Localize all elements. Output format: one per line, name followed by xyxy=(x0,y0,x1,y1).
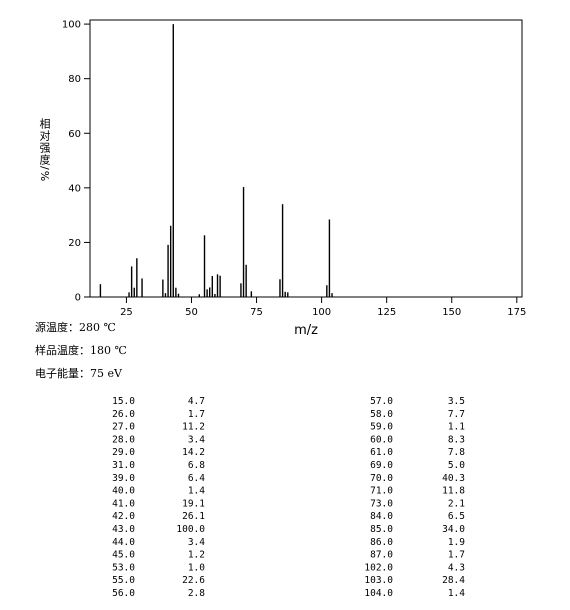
table-cell: 41.0 xyxy=(112,498,135,509)
y-tick-label: 0 xyxy=(75,293,81,304)
table-cell: 39.0 xyxy=(112,473,135,484)
table-cell: 1.7 xyxy=(188,409,205,420)
table-cell: 26.1 xyxy=(182,511,205,522)
y-tick-label: 60 xyxy=(68,129,81,140)
table-cell: 19.1 xyxy=(182,498,205,509)
y-tick-label: 80 xyxy=(68,74,81,85)
table-cell: 22.6 xyxy=(182,575,205,586)
y-tick-label: 20 xyxy=(68,238,81,249)
table-cell: 104.0 xyxy=(364,588,393,599)
condition: 样品温度：180 ℃ xyxy=(35,343,127,357)
x-tick-label: 75 xyxy=(250,307,263,318)
table-cell: 103.0 xyxy=(364,575,393,586)
table-cell: 71.0 xyxy=(370,486,393,497)
table-cell: 59.0 xyxy=(370,422,393,433)
y-tick-label: 40 xyxy=(68,183,81,194)
table-cell: 70.0 xyxy=(370,473,393,484)
y-tick-label: 100 xyxy=(62,20,81,31)
x-axis-label: m/z xyxy=(294,323,318,338)
x-tick-label: 175 xyxy=(507,307,526,318)
table-cell: 34.0 xyxy=(442,524,465,535)
x-tick-label: 50 xyxy=(185,307,198,318)
condition: 电子能量：75 eV xyxy=(35,366,123,380)
table-cell: 3.4 xyxy=(188,434,205,445)
table-cell: 3.5 xyxy=(448,396,465,407)
table-cell: 45.0 xyxy=(112,550,135,561)
table-cell: 40.0 xyxy=(112,486,135,497)
table-cell: 28.0 xyxy=(112,434,135,445)
table-cell: 85.0 xyxy=(370,524,393,535)
table-cell: 1.4 xyxy=(448,588,465,599)
table-cell: 29.0 xyxy=(112,447,135,458)
table-cell: 1.4 xyxy=(188,486,205,497)
table-cell: 15.0 xyxy=(112,396,135,407)
x-tick-label: 100 xyxy=(312,307,331,318)
table-cell: 57.0 xyxy=(370,396,393,407)
table-cell: 69.0 xyxy=(370,460,393,471)
x-tick-label: 125 xyxy=(377,307,396,318)
table-cell: 4.3 xyxy=(448,562,465,573)
table-cell: 1.0 xyxy=(188,562,205,573)
y-axis-label: 相对强度/% xyxy=(38,118,51,183)
table-cell: 6.8 xyxy=(188,460,205,471)
table-cell: 84.0 xyxy=(370,511,393,522)
table-cell: 3.4 xyxy=(188,537,205,548)
table-cell: 8.3 xyxy=(448,434,465,445)
table-cell: 1.7 xyxy=(448,550,465,561)
table-cell: 58.0 xyxy=(370,409,393,420)
x-tick-label: 150 xyxy=(442,307,461,318)
table-cell: 1.1 xyxy=(448,422,465,433)
table-cell: 2.8 xyxy=(188,588,205,599)
table-cell: 102.0 xyxy=(364,562,393,573)
table-cell: 55.0 xyxy=(112,575,135,586)
table-cell: 2.1 xyxy=(448,498,465,509)
table-cell: 7.7 xyxy=(448,409,465,420)
table-cell: 26.0 xyxy=(112,409,135,420)
condition: 源温度：280 ℃ xyxy=(35,320,116,334)
table-cell: 100.0 xyxy=(176,524,205,535)
table-cell: 86.0 xyxy=(370,537,393,548)
table-cell: 6.5 xyxy=(448,511,465,522)
table-cell: 60.0 xyxy=(370,434,393,445)
table-cell: 31.0 xyxy=(112,460,135,471)
table-cell: 44.0 xyxy=(112,537,135,548)
table-cell: 56.0 xyxy=(112,588,135,599)
table-cell: 5.0 xyxy=(448,460,465,471)
table-cell: 4.7 xyxy=(188,396,205,407)
table-cell: 28.4 xyxy=(442,575,465,586)
plot-frame xyxy=(89,19,523,298)
table-cell: 42.0 xyxy=(112,511,135,522)
table-cell: 61.0 xyxy=(370,447,393,458)
table-cell: 14.2 xyxy=(182,447,205,458)
table-cell: 53.0 xyxy=(112,562,135,573)
table-cell: 11.8 xyxy=(442,486,465,497)
table-cell: 87.0 xyxy=(370,550,393,561)
table-cell: 1.2 xyxy=(188,550,205,561)
table-cell: 27.0 xyxy=(112,422,135,433)
table-cell: 1.9 xyxy=(448,537,465,548)
table-cell: 73.0 xyxy=(370,498,393,509)
table-cell: 11.2 xyxy=(182,422,205,433)
table-cell: 7.8 xyxy=(448,447,465,458)
table-cell: 40.3 xyxy=(442,473,465,484)
x-tick-label: 25 xyxy=(120,307,133,318)
table-cell: 43.0 xyxy=(112,524,135,535)
table-cell: 6.4 xyxy=(188,473,205,484)
